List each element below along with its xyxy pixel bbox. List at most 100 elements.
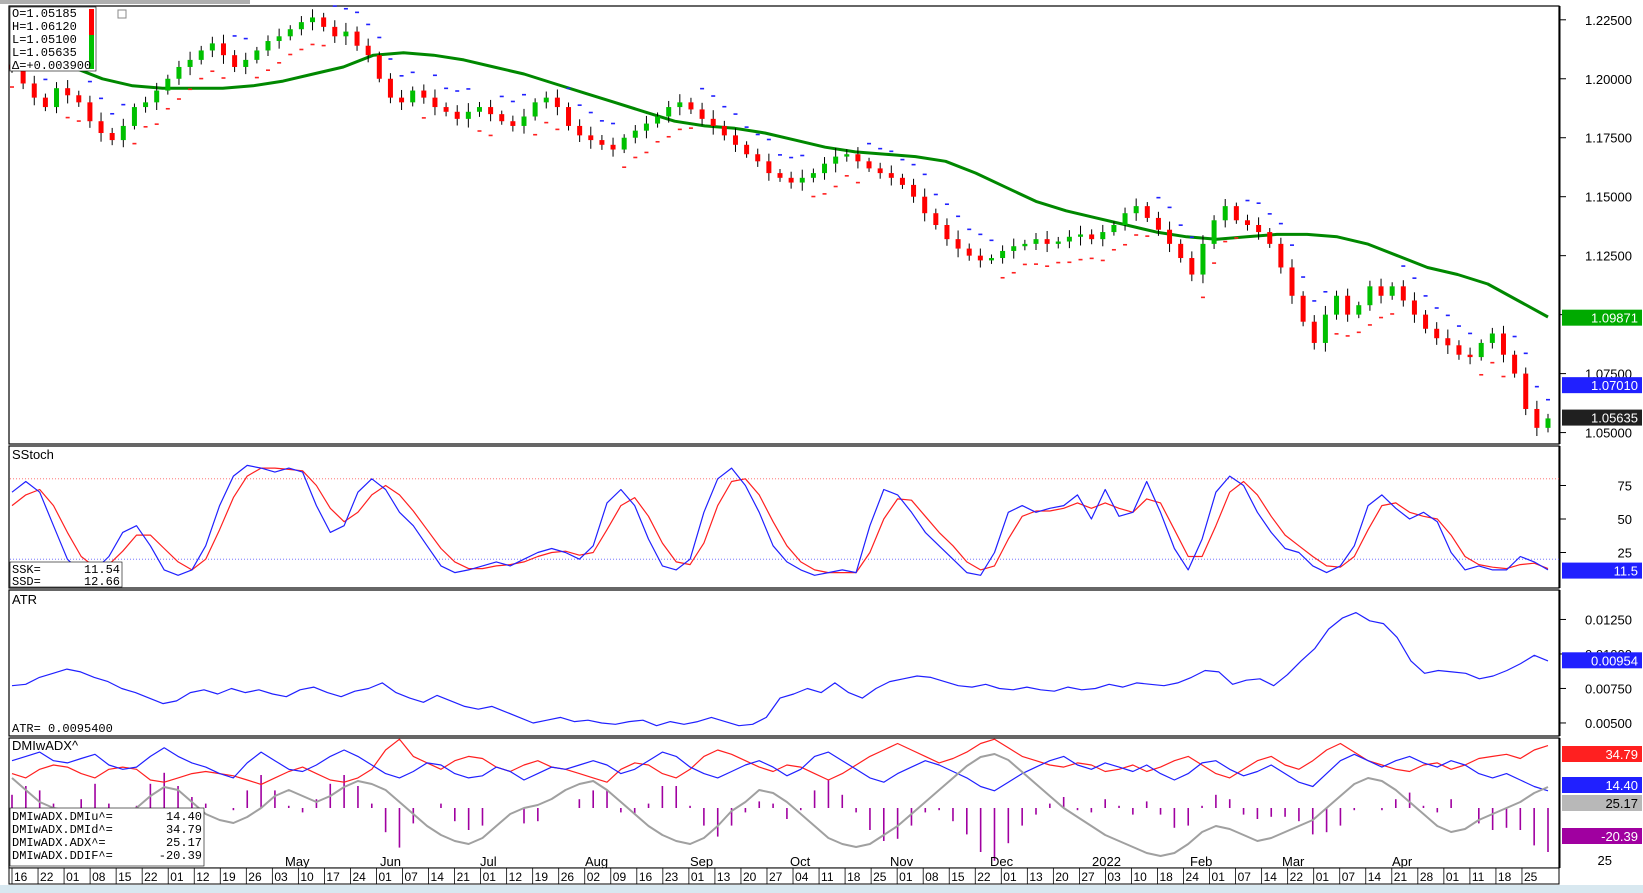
sstoch-lines xyxy=(11,464,1549,576)
candle-body xyxy=(643,123,649,131)
candle-body xyxy=(732,135,738,145)
atr-line xyxy=(11,611,1549,727)
candle-body xyxy=(1322,314,1328,343)
psar-dot xyxy=(755,133,760,136)
candle-body xyxy=(833,156,839,164)
candle-body xyxy=(1378,286,1384,296)
psar-dot xyxy=(922,173,927,176)
psar-dot xyxy=(1390,313,1395,315)
badge-psar-bg xyxy=(1562,377,1642,394)
day-label: 01 xyxy=(691,870,705,884)
candle-body xyxy=(476,107,482,112)
month-label: Mar xyxy=(1282,854,1305,869)
candle-body xyxy=(1011,246,1017,251)
candle-body xyxy=(176,66,182,79)
psar-dot xyxy=(210,70,215,73)
day-label: 13 xyxy=(1029,870,1043,884)
candle-body xyxy=(488,107,494,115)
dmi-badges: 34.79 14.40 25.17 -20.39 xyxy=(1562,746,1642,844)
month-label: 2022 xyxy=(1092,854,1121,869)
price-tick-label: 1.05000 xyxy=(1585,426,1632,441)
psar-dot xyxy=(688,127,693,129)
candle-body xyxy=(343,31,349,37)
day-label: 22 xyxy=(977,870,991,884)
candle-body xyxy=(1200,243,1206,275)
candle-body xyxy=(287,29,293,37)
dmi-label-name: DMIwADX.ADX^= xyxy=(12,836,106,850)
day-label: 01 xyxy=(170,870,184,884)
atr-badges: 0.00954 xyxy=(1562,652,1642,669)
candle-body xyxy=(1033,239,1039,244)
candle-body xyxy=(1189,258,1195,275)
psar-dot xyxy=(1401,265,1406,267)
candle-body xyxy=(232,55,238,67)
day-label: 23 xyxy=(665,870,679,884)
psar-dot xyxy=(1468,332,1473,335)
candle-body xyxy=(844,154,850,157)
candle-body xyxy=(87,102,93,122)
psar-dot xyxy=(277,62,282,64)
psar-dot xyxy=(288,53,293,56)
candle-body xyxy=(1256,225,1262,233)
psar-dot xyxy=(343,7,348,10)
ohlc-box-toggle[interactable] xyxy=(117,9,127,19)
day-label: 01 xyxy=(483,870,497,884)
day-label: 07 xyxy=(1238,870,1252,884)
psar-dot xyxy=(1312,300,1317,302)
candle-body xyxy=(899,177,905,185)
moving-average xyxy=(11,46,1549,319)
candle-body xyxy=(1089,234,1095,240)
day-label: 19 xyxy=(535,870,549,884)
psar-dot xyxy=(432,74,437,77)
candle-body xyxy=(888,173,894,178)
price-tick-label: 1.22500 xyxy=(1585,13,1632,28)
psar-dot xyxy=(488,134,493,137)
day-label: 22 xyxy=(144,870,158,884)
day-label: 21 xyxy=(457,870,471,884)
psar-dot xyxy=(822,193,827,195)
day-label: 26 xyxy=(248,870,262,884)
psar-dot xyxy=(188,88,193,91)
psar-dot xyxy=(722,105,727,108)
psar-dot xyxy=(366,23,371,26)
candle-body xyxy=(855,154,861,162)
day-label: 16 xyxy=(639,870,653,884)
psar-dot xyxy=(1512,335,1517,338)
psar-dot xyxy=(778,154,782,156)
atr-value-box xyxy=(10,721,122,735)
sstoch-tick-label: 25 xyxy=(1618,546,1632,561)
candle-body xyxy=(1489,333,1495,343)
candle-body xyxy=(1356,305,1362,315)
day-label: 18 xyxy=(1159,870,1173,884)
atr-tick-label: 0.00500 xyxy=(1585,716,1632,731)
month-label: Dec xyxy=(990,854,1014,869)
day-label: 20 xyxy=(743,870,757,884)
candle-body xyxy=(977,255,983,261)
day-label: 11 xyxy=(1472,870,1485,884)
psar-dot xyxy=(1490,361,1495,364)
candle-body xyxy=(410,90,416,103)
psar-dot xyxy=(889,150,894,153)
badge-dmiu: 14.40 xyxy=(1605,778,1638,793)
month-label: Apr xyxy=(1392,854,1413,869)
psar-dot xyxy=(544,121,549,124)
price-badges: 1.09871 1.07010 1.05635 xyxy=(1562,309,1642,426)
day-label: 12 xyxy=(196,870,210,884)
candle-body xyxy=(955,239,961,249)
candle-body xyxy=(1434,328,1440,339)
atr-panel-frame xyxy=(8,589,1560,737)
x-axis: 16 22 01 08 15 22 01 12 19 26 03 10 17 24 01 07 14 21 01 12… xyxy=(8,854,1560,885)
candle-body xyxy=(98,121,104,134)
candle-body xyxy=(577,125,583,136)
candle-body xyxy=(465,111,471,119)
candle-body xyxy=(20,69,26,84)
badge-dmiu-bg xyxy=(1562,777,1642,793)
candle-body xyxy=(933,213,939,225)
day-label: 04 xyxy=(795,870,809,884)
day-label: 14 xyxy=(431,870,445,884)
candle-body xyxy=(1289,267,1295,296)
badge-ssk-bg xyxy=(1562,562,1642,579)
candle-body xyxy=(799,177,805,183)
psar-dot xyxy=(1234,237,1239,239)
